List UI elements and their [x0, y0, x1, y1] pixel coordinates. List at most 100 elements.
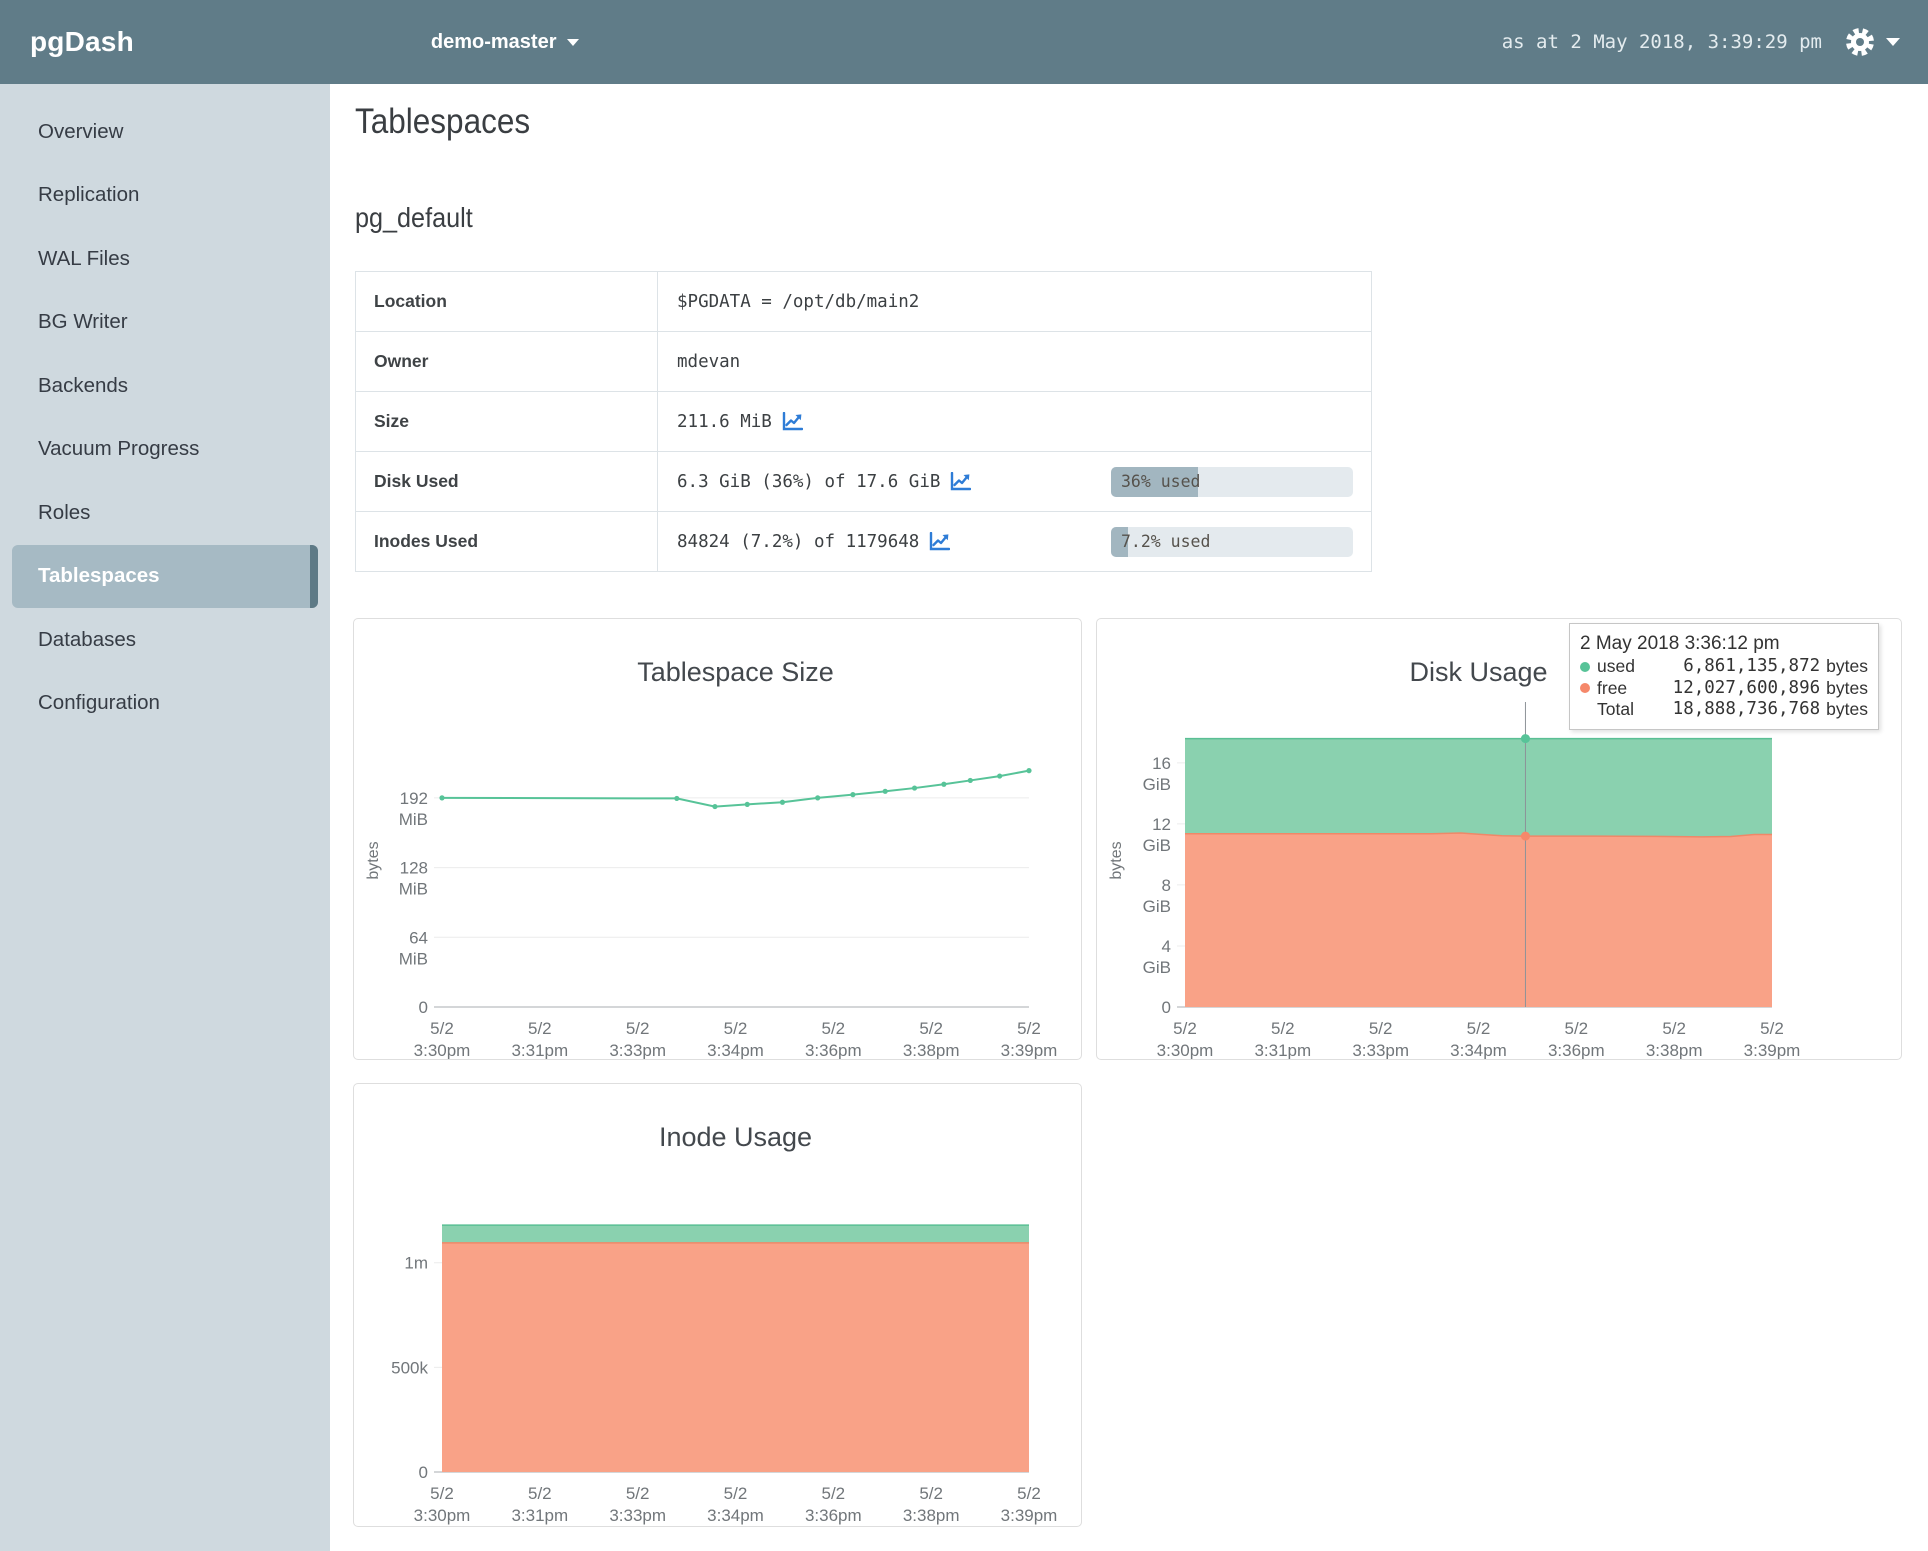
owner-value: mdevan [677, 351, 741, 372]
tooltip-label: used [1597, 656, 1635, 676]
sidebar-item-bg-writer[interactable]: BG Writer [0, 291, 330, 355]
sidebar-item-label: WAL Files [38, 246, 130, 270]
svg-text:3:38pm: 3:38pm [903, 1506, 960, 1525]
inode-usage-panel: Inode Usage 1m 500k 0 5/2 3:30pm 5/2 3:31pm 5/2 3… [353, 1083, 1082, 1527]
svg-text:3:36pm: 3:36pm [1548, 1041, 1605, 1059]
nav-right: as at 2 May 2018, 3:39:29 pm [1502, 26, 1900, 58]
svg-text:3:39pm: 3:39pm [1001, 1041, 1058, 1059]
svg-text:128: 128 [400, 859, 428, 878]
svg-text:Inode Usage: Inode Usage [659, 1122, 812, 1152]
svg-text:16: 16 [1152, 754, 1171, 773]
tooltip-unit: bytes [1826, 677, 1868, 698]
svg-text:MiB: MiB [399, 880, 428, 899]
main-content: Tablespaces pg_default Location $PGDATA … [330, 84, 1928, 1551]
svg-text:5/2: 5/2 [919, 1019, 943, 1038]
sidebar-item-backends[interactable]: Backends [0, 354, 330, 418]
sidebar-item-roles[interactable]: Roles [0, 481, 330, 545]
sidebar-item-wal-files[interactable]: WAL Files [0, 227, 330, 291]
server-selector-label: demo-master [430, 30, 557, 53]
chart-link-icon[interactable] [929, 532, 951, 551]
table-row: Owner mdevan [356, 332, 1371, 392]
svg-text:MiB: MiB [399, 949, 428, 968]
row-label: Disk Used [356, 452, 658, 511]
svg-text:5/2: 5/2 [1173, 1019, 1197, 1038]
tablespace-size-chart[interactable]: Tablespace Size 192 MiB 128 MiB 64 MiB 0 bytes 5/… [354, 619, 1081, 1059]
svg-text:5/2: 5/2 [822, 1484, 846, 1503]
svg-text:3:33pm: 3:33pm [1352, 1041, 1409, 1059]
svg-text:5/2: 5/2 [1369, 1019, 1393, 1038]
sidebar-item-label: Configuration [38, 691, 160, 715]
tooltip-value: 18,888,736,768 [1672, 699, 1821, 719]
sidebar-item-configuration[interactable]: Configuration [0, 672, 330, 736]
svg-text:MiB: MiB [399, 810, 428, 829]
tooltip-row-total: Total 18,888,736,768 bytes [1580, 699, 1868, 721]
svg-text:GiB: GiB [1143, 836, 1171, 855]
svg-text:0: 0 [1162, 998, 1171, 1017]
svg-text:500k: 500k [391, 1358, 428, 1377]
svg-text:5/2: 5/2 [1271, 1019, 1295, 1038]
svg-text:8: 8 [1162, 876, 1171, 895]
row-value: 211.6 MiB [658, 392, 1371, 451]
tooltip-label: Total [1597, 699, 1634, 719]
tooltip-row-free: free 12,027,600,896 bytes [1580, 678, 1868, 700]
svg-text:4: 4 [1162, 937, 1171, 956]
disk-used-value: 6.3 GiB (36%) of 17.6 GiB [677, 471, 941, 492]
settings-menu[interactable] [1844, 26, 1900, 58]
table-row: Size 211.6 MiB [356, 392, 1371, 452]
chevron-down-icon [1886, 38, 1900, 46]
svg-text:64: 64 [409, 928, 428, 947]
sidebar-item-label: Tablespaces [38, 564, 160, 588]
progress-label: 7.2% used [1121, 532, 1211, 551]
tooltip-value: 12,027,600,896 [1672, 677, 1821, 698]
tooltip-timestamp: 2 May 2018 3:36:12 pm [1580, 633, 1780, 654]
sidebar-item-replication[interactable]: Replication [0, 164, 330, 228]
size-value: 211.6 MiB [677, 411, 772, 432]
row-value: 84824 (7.2%) of 1179648 7.2% used [658, 512, 1371, 571]
svg-text:3:39pm: 3:39pm [1744, 1041, 1801, 1059]
sidebar-item-vacuum-progress[interactable]: Vacuum Progress [0, 418, 330, 482]
table-row: Disk Used 6.3 GiB (36%) of 17.6 GiB 36% … [356, 452, 1371, 512]
svg-text:5/2: 5/2 [919, 1484, 943, 1503]
free-series-dot-icon [1580, 683, 1590, 694]
svg-text:5/2: 5/2 [430, 1019, 454, 1038]
sidebar-item-databases[interactable]: Databases [0, 608, 330, 672]
svg-text:3:38pm: 3:38pm [1646, 1041, 1703, 1059]
top-nav: pgDash demo-master as at 2 May 2018, 3:3… [0, 0, 1928, 84]
svg-text:3:38pm: 3:38pm [903, 1041, 960, 1059]
page-title: Tablespaces [355, 102, 531, 141]
active-item-accent-bar [310, 544, 318, 608]
svg-text:Disk Usage: Disk Usage [1409, 657, 1547, 687]
row-label: Size [356, 392, 658, 451]
sidebar-item-overview[interactable]: Overview [0, 100, 330, 164]
tablespace-size-panel: Tablespace Size 192 MiB 128 MiB 64 MiB 0 bytes 5/… [353, 618, 1082, 1060]
svg-text:3:30pm: 3:30pm [414, 1506, 471, 1525]
gear-icon [1846, 28, 1874, 56]
chart-link-icon[interactable] [950, 472, 972, 491]
svg-text:0: 0 [419, 1463, 428, 1482]
svg-text:3:34pm: 3:34pm [707, 1041, 764, 1059]
sidebar-item-label: Databases [38, 627, 137, 651]
sidebar-item-tablespaces[interactable]: Tablespaces [12, 544, 318, 608]
svg-text:3:36pm: 3:36pm [805, 1041, 862, 1059]
svg-text:GiB: GiB [1143, 897, 1171, 916]
used-series-dot-icon [1580, 661, 1590, 672]
svg-text:GiB: GiB [1143, 958, 1171, 977]
disk-usage-chart[interactable]: Disk Usage 16 GiB 12 GiB 8 GiB 4 GiB 0 bytes 5/2 3:3… [1097, 619, 1901, 1059]
row-label: Location [356, 272, 658, 331]
svg-text:5/2: 5/2 [822, 1019, 846, 1038]
svg-text:5/2: 5/2 [724, 1484, 748, 1503]
inodes-used-progress-bar: 7.2% used [1111, 526, 1353, 557]
server-selector-dropdown[interactable]: demo-master [431, 31, 579, 54]
tooltip-unit: bytes [1826, 656, 1868, 676]
brand-logo[interactable]: pgDash [30, 26, 134, 57]
inode-usage-chart[interactable]: Inode Usage1m500k05/23:30pm5/23:31pm5/23… [354, 1084, 1081, 1526]
svg-text:3:30pm: 3:30pm [1157, 1041, 1214, 1059]
svg-text:bytes: bytes [365, 841, 382, 879]
chart-link-icon[interactable] [782, 412, 803, 431]
svg-text:3:34pm: 3:34pm [1450, 1041, 1507, 1059]
row-value: mdevan [658, 332, 1371, 391]
svg-text:3:31pm: 3:31pm [511, 1041, 568, 1059]
tooltip-label: free [1597, 677, 1628, 698]
svg-text:12: 12 [1152, 815, 1171, 834]
